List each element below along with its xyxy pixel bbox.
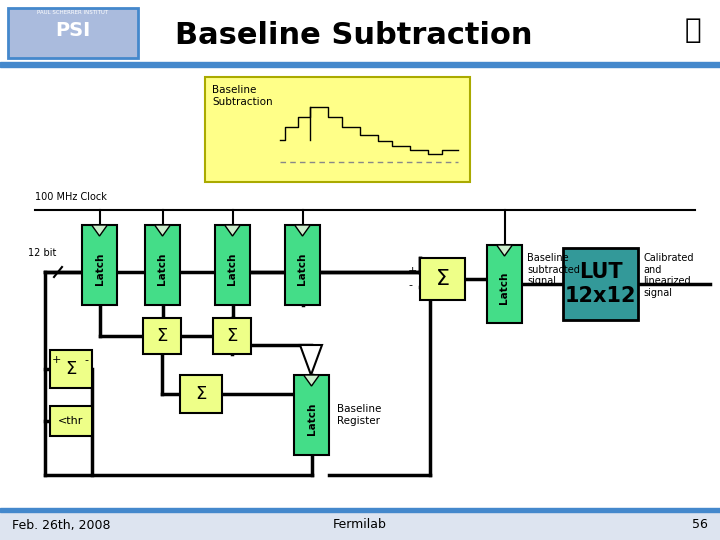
Bar	[294, 375, 329, 455]
Text: Latch: Latch	[500, 272, 510, 304]
Text: 12 bit: 12 bit	[28, 248, 56, 258]
Bar	[0, 508, 720, 512]
Text: 100 MHz Clock: 100 MHz Clock	[35, 192, 107, 202]
Text: Baseline
Register: Baseline Register	[337, 404, 382, 426]
Bar	[143, 318, 181, 354]
Bar	[82, 225, 117, 305]
Text: Calibrated
and
linearized
signal: Calibrated and linearized signal	[643, 253, 693, 298]
Bar	[180, 375, 222, 413]
Polygon shape	[304, 375, 320, 386]
Text: Baseline Subtraction: Baseline Subtraction	[175, 21, 533, 50]
Text: $\Sigma$: $\Sigma$	[226, 327, 238, 345]
Text: Latch: Latch	[228, 253, 238, 285]
Text: $\Sigma$: $\Sigma$	[156, 327, 168, 345]
Polygon shape	[155, 225, 171, 236]
Polygon shape	[300, 345, 322, 375]
Text: $\Sigma$: $\Sigma$	[195, 385, 207, 403]
Polygon shape	[91, 225, 107, 236]
Text: Baseline
subtracted
signal: Baseline subtracted signal	[527, 253, 580, 286]
Text: Fermilab: Fermilab	[333, 518, 387, 531]
Bar	[8, 8, 138, 58]
Text: 🔺: 🔺	[685, 16, 701, 44]
Polygon shape	[225, 225, 240, 236]
Bar	[145, 225, 180, 305]
Text: LUT
12x12: LUT 12x12	[564, 262, 636, 306]
Text: PSI: PSI	[55, 21, 91, 39]
Bar	[205, 77, 470, 182]
Text: <thr: <thr	[58, 416, 84, 426]
Text: +: +	[52, 355, 61, 365]
Text: +: +	[408, 266, 418, 276]
Bar	[50, 350, 92, 388]
Bar	[213, 318, 251, 354]
Bar	[50, 406, 92, 436]
Text: Latch: Latch	[158, 253, 168, 285]
Text: Latch: Latch	[307, 403, 317, 435]
Bar	[420, 258, 465, 300]
Text: Latch: Latch	[94, 253, 104, 285]
Bar	[285, 225, 320, 305]
Polygon shape	[497, 245, 513, 256]
Text: PAUL SCHERRER INSTITUT: PAUL SCHERRER INSTITUT	[37, 10, 109, 15]
Bar	[487, 245, 522, 323]
Bar	[0, 510, 720, 540]
Bar	[0, 62, 720, 67]
Text: -: -	[408, 280, 412, 290]
Text: -: -	[84, 355, 88, 365]
Bar	[215, 225, 250, 305]
Text: $\Sigma$: $\Sigma$	[435, 269, 450, 289]
Text: Latch: Latch	[297, 253, 307, 285]
Text: $\Sigma$: $\Sigma$	[65, 360, 77, 378]
Text: Feb. 26th, 2008: Feb. 26th, 2008	[12, 518, 110, 531]
Bar	[672, 5, 714, 57]
Text: 56: 56	[692, 518, 708, 531]
Text: Baseline
Subtraction: Baseline Subtraction	[212, 85, 273, 106]
Bar	[563, 248, 638, 320]
Polygon shape	[294, 225, 310, 236]
